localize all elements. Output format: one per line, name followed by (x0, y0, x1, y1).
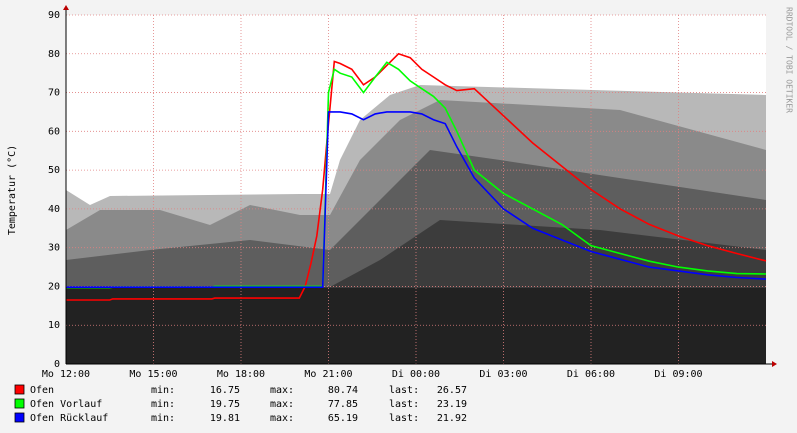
series-line (66, 52, 767, 301)
stat-label: min: (151, 413, 175, 424)
stat-label: last: (389, 413, 419, 424)
legend-label: Ofen Rücklauf (30, 413, 108, 424)
stat-value: 19.81 (210, 413, 240, 424)
series-line (66, 111, 767, 288)
x-tick-label: Di 09:00 (654, 369, 702, 380)
x-tick-label: Mo 18:00 (217, 369, 265, 380)
y-axis-label: Temperatur (°C) (7, 145, 18, 235)
x-arrow (772, 361, 777, 367)
legend-swatch (14, 412, 25, 423)
stat-value: 65.19 (328, 413, 358, 424)
stat-label: min: (151, 385, 175, 396)
stat-label: max: (270, 413, 294, 424)
y-tick-label: 70 (48, 88, 60, 99)
legend-swatch (14, 384, 25, 395)
stat-label: min: (151, 399, 175, 410)
stat-value: 26.57 (437, 385, 467, 396)
stat-label: max: (270, 399, 294, 410)
x-tick-label: Mo 12:00 (42, 369, 90, 380)
stat-value: 19.75 (210, 399, 240, 410)
series-line (66, 61, 767, 289)
y-tick-label: 30 (48, 243, 60, 254)
x-tick-label: Mo 21:00 (304, 369, 352, 380)
stat-value: 16.75 (210, 385, 240, 396)
stat-value: 21.92 (437, 413, 467, 424)
stat-label: last: (389, 399, 419, 410)
legend-label: Ofen (30, 385, 54, 396)
y-tick-label: 50 (48, 165, 60, 176)
stat-label: last: (389, 385, 419, 396)
legend-label: Ofen Vorlauf (30, 399, 102, 410)
y-tick-label: 20 (48, 281, 60, 292)
lines (66, 52, 767, 301)
y-tick-label: 10 (48, 320, 60, 331)
x-tick-label: Mo 15:00 (129, 369, 177, 380)
y-tick-label: 0 (54, 359, 60, 370)
stat-value: 77.85 (328, 399, 358, 410)
x-tick-label: Di 03:00 (479, 369, 527, 380)
stat-value: 23.19 (437, 399, 467, 410)
y-tick-label: 80 (48, 49, 60, 60)
y-tick-label: 40 (48, 204, 60, 215)
legend-swatch (14, 398, 25, 409)
stat-value: 80.74 (328, 385, 358, 396)
x-tick-label: Di 00:00 (392, 369, 440, 380)
y-tick-label: 60 (48, 126, 60, 137)
x-tick-label: Di 06:00 (567, 369, 615, 380)
y-tick-label: 90 (48, 10, 60, 21)
stat-label: max: (270, 385, 294, 396)
watermark: RRDTOOL / TOBI OETIKER (785, 7, 794, 113)
y-arrow (63, 5, 69, 10)
